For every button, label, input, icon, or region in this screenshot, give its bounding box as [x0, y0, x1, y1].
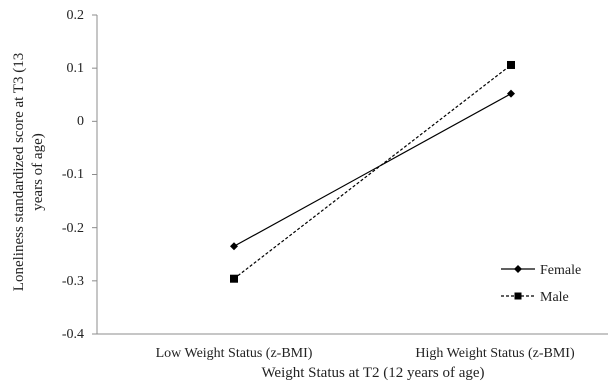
- data-point-male: [230, 274, 238, 283]
- y-tick-label: 0.2: [67, 8, 85, 23]
- x-axis-title: Weight Status at T2 (12 years of age): [261, 365, 484, 381]
- legend: Female Male: [501, 263, 581, 305]
- y-axis-title-line-2: years of age): [30, 133, 46, 210]
- x-tick-label-high: High Weight Status (z-BMI): [415, 346, 575, 361]
- y-tick-label: -0.3: [62, 274, 84, 289]
- x-tick-label-low: Low Weight Status (z-BMI): [156, 346, 313, 361]
- series-line-female: [233, 93, 512, 247]
- y-ticks: [92, 14, 97, 335]
- y-tick-label: 0.1: [67, 61, 85, 76]
- legend-male-label: Male: [540, 290, 569, 305]
- data-point-female: [230, 242, 238, 251]
- plot-area: [230, 60, 515, 283]
- y-tick-label: 0: [77, 114, 84, 129]
- y-tick-label: -0.2: [62, 221, 84, 236]
- legend-female-label: Female: [540, 263, 581, 278]
- y-tick-label: -0.4: [62, 327, 84, 342]
- data-point-female: [507, 89, 515, 98]
- y-axis-title-line-1: Loneliness standardized score at T3 (13: [11, 53, 27, 291]
- legend-male-marker: [514, 292, 522, 300]
- legend-female-marker: [514, 265, 522, 273]
- y-tick-labels: 0.2 0.1 0 -0.1 -0.2 -0.3 -0.4: [62, 8, 84, 342]
- series-line-male: [233, 64, 512, 280]
- data-point-male: [507, 60, 515, 69]
- y-tick-label: -0.1: [62, 167, 84, 182]
